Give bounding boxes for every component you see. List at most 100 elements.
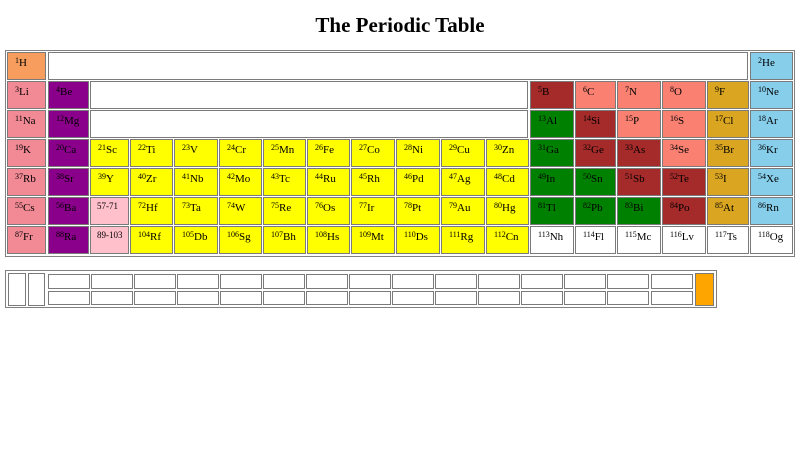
element-cell-hf[interactable]: 72Hf — [130, 197, 173, 225]
element-cell-zr[interactable]: 40Zr — [130, 168, 173, 196]
lanthanide-cell[interactable] — [435, 274, 477, 289]
element-cell-cn[interactable]: 112Cn — [486, 226, 529, 254]
actinide-cell[interactable] — [478, 291, 520, 305]
element-cell-rn[interactable]: 86Rn — [750, 197, 793, 225]
element-cell-al[interactable]: 13Al — [530, 110, 574, 138]
element-cell-ir[interactable]: 77Ir — [351, 197, 395, 225]
element-cell-mc[interactable]: 115Mc — [617, 226, 661, 254]
element-cell-na[interactable]: 11Na — [7, 110, 46, 138]
element-cell-as[interactable]: 33As — [617, 139, 661, 167]
lanthanide-cell[interactable] — [134, 274, 176, 289]
element-cell-po[interactable]: 84Po — [662, 197, 706, 225]
element-cell-zn[interactable]: 30Zn — [486, 139, 529, 167]
element-cell-at[interactable]: 85At — [707, 197, 749, 225]
element-cell-fl[interactable]: 114Fl — [575, 226, 616, 254]
element-cell-fr[interactable]: 87Fr — [7, 226, 46, 254]
actinide-cell[interactable] — [177, 291, 219, 305]
element-cell-hg[interactable]: 80Hg — [486, 197, 529, 225]
element-cell-sr[interactable]: 38Sr — [48, 168, 89, 196]
element-cell-ru[interactable]: 44Ru — [307, 168, 350, 196]
element-cell-te[interactable]: 52Te — [662, 168, 706, 196]
element-cell-db[interactable]: 105Db — [174, 226, 218, 254]
element-cell-tc[interactable]: 43Tc — [263, 168, 306, 196]
element-cell-s[interactable]: 16S — [662, 110, 706, 138]
actinide-cell[interactable] — [607, 291, 649, 305]
lanthanide-cell[interactable] — [177, 274, 219, 289]
element-cell-v[interactable]: 23V — [174, 139, 218, 167]
element-cell-pd[interactable]: 46Pd — [396, 168, 440, 196]
f-block-label-cell[interactable] — [28, 273, 45, 306]
element-cell-bi[interactable]: 83Bi — [617, 197, 661, 225]
element-cell-sn[interactable]: 50Sn — [575, 168, 616, 196]
element-cell-b[interactable]: 5B — [530, 81, 574, 109]
element-cell-rb[interactable]: 37Rb — [7, 168, 46, 196]
element-cell-mn[interactable]: 25Mn — [263, 139, 306, 167]
element-cell-br[interactable]: 35Br — [707, 139, 749, 167]
lanthanide-cell[interactable] — [607, 274, 649, 289]
element-cell-cr[interactable]: 24Cr — [219, 139, 262, 167]
element-cell-fe[interactable]: 26Fe — [307, 139, 350, 167]
actinide-cell[interactable] — [91, 291, 133, 305]
element-cell-k[interactable]: 19K — [7, 139, 46, 167]
element-cell-he[interactable]: 2He — [750, 52, 793, 80]
actinide-cell[interactable] — [220, 291, 262, 305]
element-cell-cl[interactable]: 17Cl — [707, 110, 749, 138]
lanthanide-cell[interactable] — [349, 274, 391, 289]
element-cell-se[interactable]: 34Se — [662, 139, 706, 167]
element-cell-hs[interactable]: 108Hs — [307, 226, 350, 254]
element-cell-si[interactable]: 14Si — [575, 110, 616, 138]
element-cell-i[interactable]: 53I — [707, 168, 749, 196]
element-cell-w[interactable]: 74W — [219, 197, 262, 225]
element-cell-ti[interactable]: 22Ti — [130, 139, 173, 167]
element-cell-lv[interactable]: 116Lv — [662, 226, 706, 254]
element-cell-sb[interactable]: 51Sb — [617, 168, 661, 196]
element-cell-sc[interactable]: 21Sc — [90, 139, 129, 167]
element-range-cell[interactable]: 89-103 — [90, 226, 129, 254]
element-cell-og[interactable]: 118Og — [750, 226, 793, 254]
element-cell-rh[interactable]: 45Rh — [351, 168, 395, 196]
element-cell-ga[interactable]: 31Ga — [530, 139, 574, 167]
element-cell-co[interactable]: 27Co — [351, 139, 395, 167]
lanthanide-cell[interactable] — [651, 274, 693, 289]
element-cell-pt[interactable]: 78Pt — [396, 197, 440, 225]
element-cell-f[interactable]: 9F — [707, 81, 749, 109]
lanthanide-cell[interactable] — [263, 274, 305, 289]
element-cell-nb[interactable]: 41Nb — [174, 168, 218, 196]
element-cell-cu[interactable]: 29Cu — [441, 139, 485, 167]
element-cell-sg[interactable]: 106Sg — [219, 226, 262, 254]
element-cell-re[interactable]: 75Re — [263, 197, 306, 225]
element-cell-ba[interactable]: 56Ba — [48, 197, 89, 225]
element-cell-cs[interactable]: 55Cs — [7, 197, 46, 225]
actinide-cell[interactable] — [134, 291, 176, 305]
f-block-label-cell[interactable] — [8, 273, 26, 306]
element-cell-p[interactable]: 15P — [617, 110, 661, 138]
lanthanide-cell[interactable] — [48, 274, 90, 289]
actinide-cell[interactable] — [306, 291, 348, 305]
element-cell-bh[interactable]: 107Bh — [263, 226, 306, 254]
lanthanide-cell[interactable] — [91, 274, 133, 289]
element-cell-pb[interactable]: 82Pb — [575, 197, 616, 225]
element-cell-ag[interactable]: 47Ag — [441, 168, 485, 196]
element-cell-mo[interactable]: 42Mo — [219, 168, 262, 196]
lanthanide-cell[interactable] — [392, 274, 434, 289]
actinide-cell[interactable] — [435, 291, 477, 305]
element-cell-li[interactable]: 3Li — [7, 81, 46, 109]
actinide-cell[interactable] — [651, 291, 693, 305]
lanthanide-cell[interactable] — [220, 274, 262, 289]
element-cell-be[interactable]: 4Be — [48, 81, 89, 109]
element-cell-c[interactable]: 6C — [575, 81, 616, 109]
element-cell-os[interactable]: 76Os — [307, 197, 350, 225]
element-cell-tl[interactable]: 81Tl — [530, 197, 574, 225]
element-cell-h[interactable]: 1H — [7, 52, 46, 80]
element-cell-mt[interactable]: 109Mt — [351, 226, 395, 254]
element-cell-au[interactable]: 79Au — [441, 197, 485, 225]
element-cell-ra[interactable]: 88Ra — [48, 226, 89, 254]
lanthanide-cell[interactable] — [478, 274, 520, 289]
element-cell-rg[interactable]: 111Rg — [441, 226, 485, 254]
actinide-cell[interactable] — [392, 291, 434, 305]
actinide-cell[interactable] — [564, 291, 606, 305]
element-cell-ge[interactable]: 32Ge — [575, 139, 616, 167]
element-cell-o[interactable]: 8O — [662, 81, 706, 109]
actinide-cell[interactable] — [521, 291, 563, 305]
element-cell-xe[interactable]: 54Xe — [750, 168, 793, 196]
